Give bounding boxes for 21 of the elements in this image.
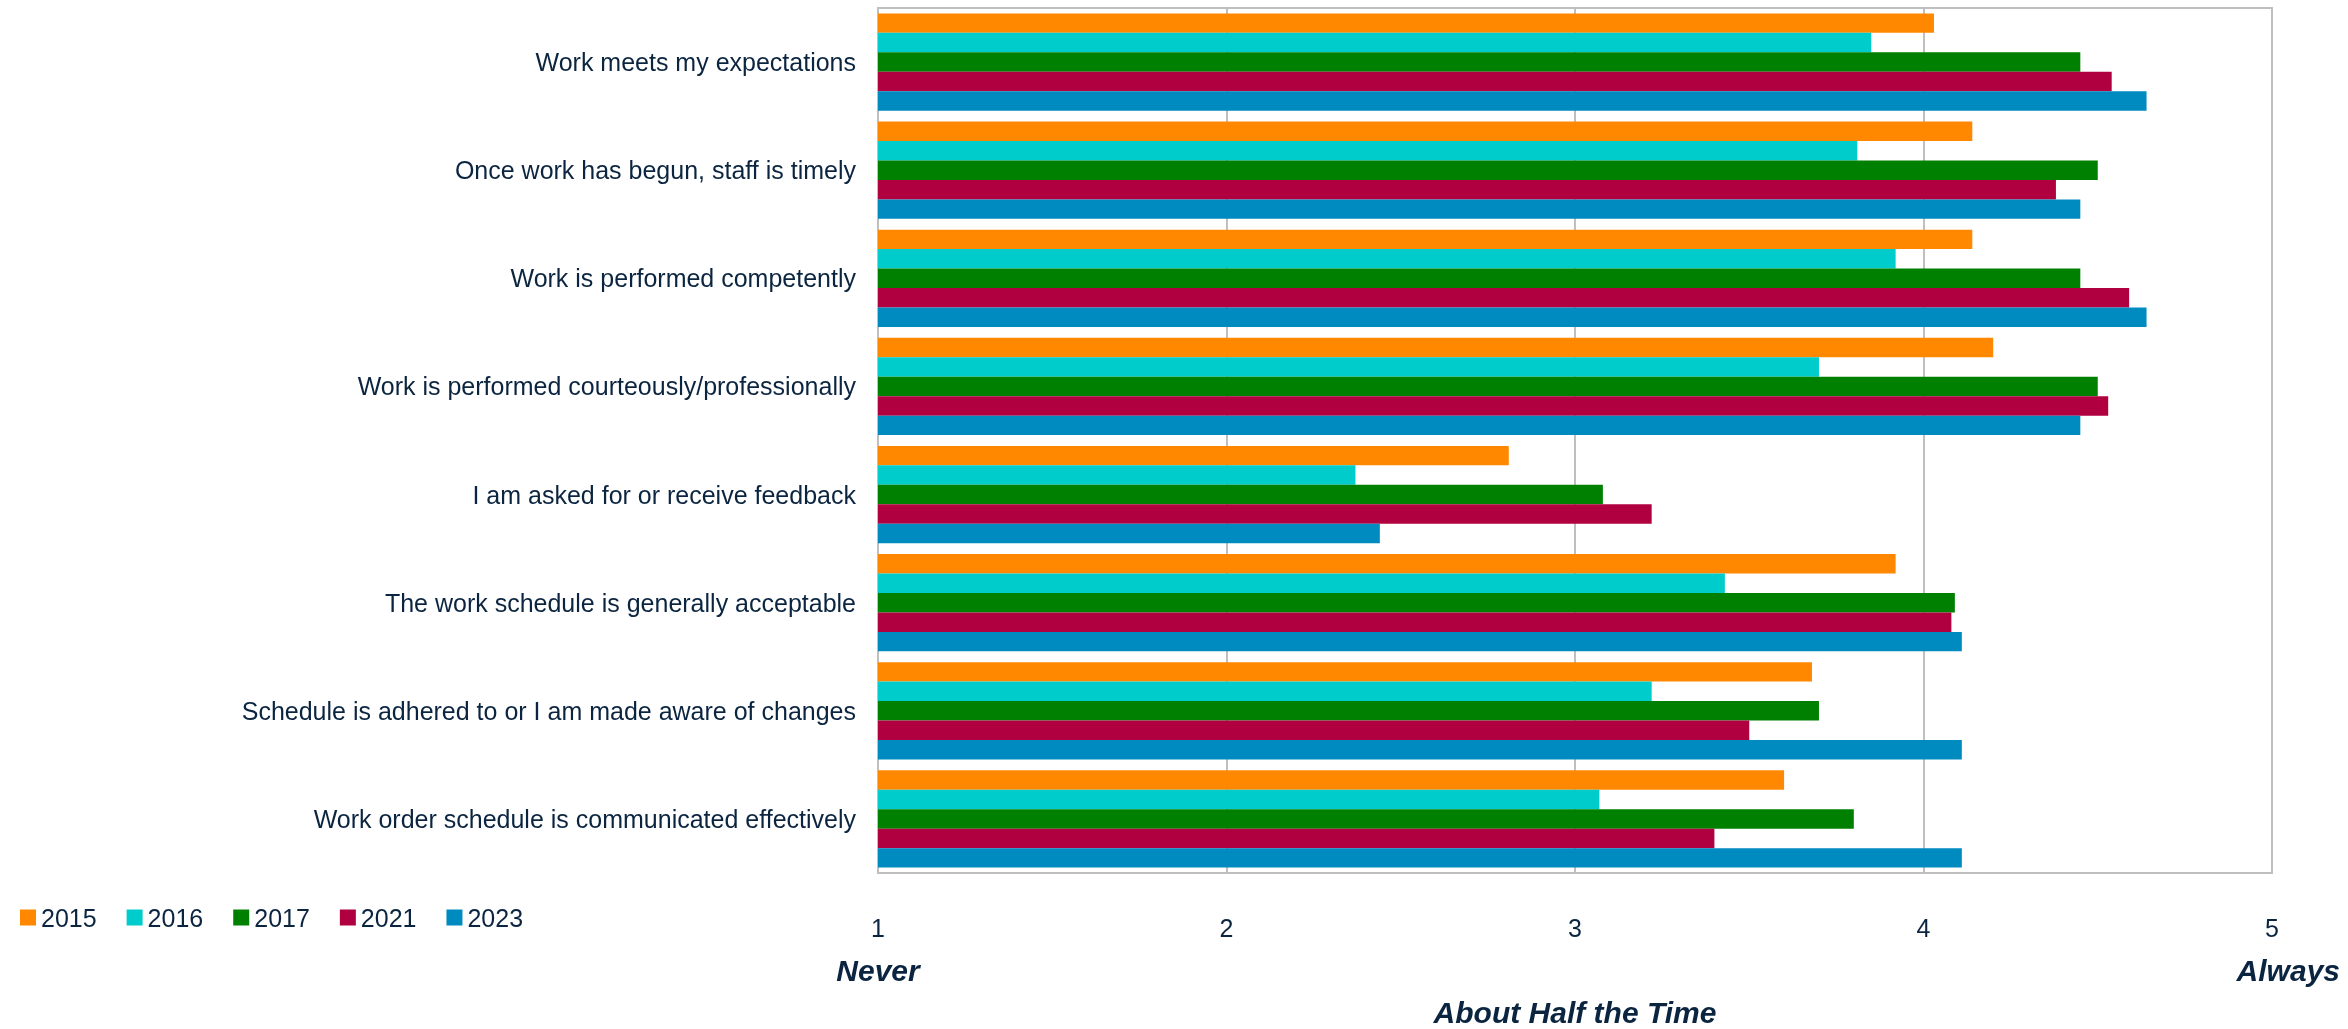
x-tick-label: 1 [871,913,885,942]
y-tick-label: The work schedule is generally acceptable [384,588,856,617]
text: About Half the Time [1432,995,1717,1029]
legend-label: 2016 [147,903,204,932]
legend-label: 2015 [41,903,97,932]
y-tick-label: Work is performed competently [510,264,857,293]
x-tick-label: 4 [1916,913,1931,942]
text: Never [836,953,923,987]
x-tick-label: 2 [1219,913,1234,942]
y-tick-label: I am asked for or receive feedback [472,480,857,509]
legend-label: 2017 [254,903,310,932]
legend-label: 2023 [467,903,524,932]
y-tick-label: Schedule is adhered to or I am made aware of changes [241,696,856,725]
y-tick-label: Work is performed courteously/professionally [357,372,857,401]
text: Always [2235,953,2340,987]
y-tick-label: Once work has begun, staff is timely [454,156,857,185]
y-tick-label: Work meets my expectations [535,48,856,77]
legend-label: 2021 [360,903,417,932]
y-tick-label: Work order schedule is communicated effectively [313,804,857,833]
x-tick-label: 3 [1568,913,1582,942]
x-tick-label: 5 [2265,913,2279,942]
